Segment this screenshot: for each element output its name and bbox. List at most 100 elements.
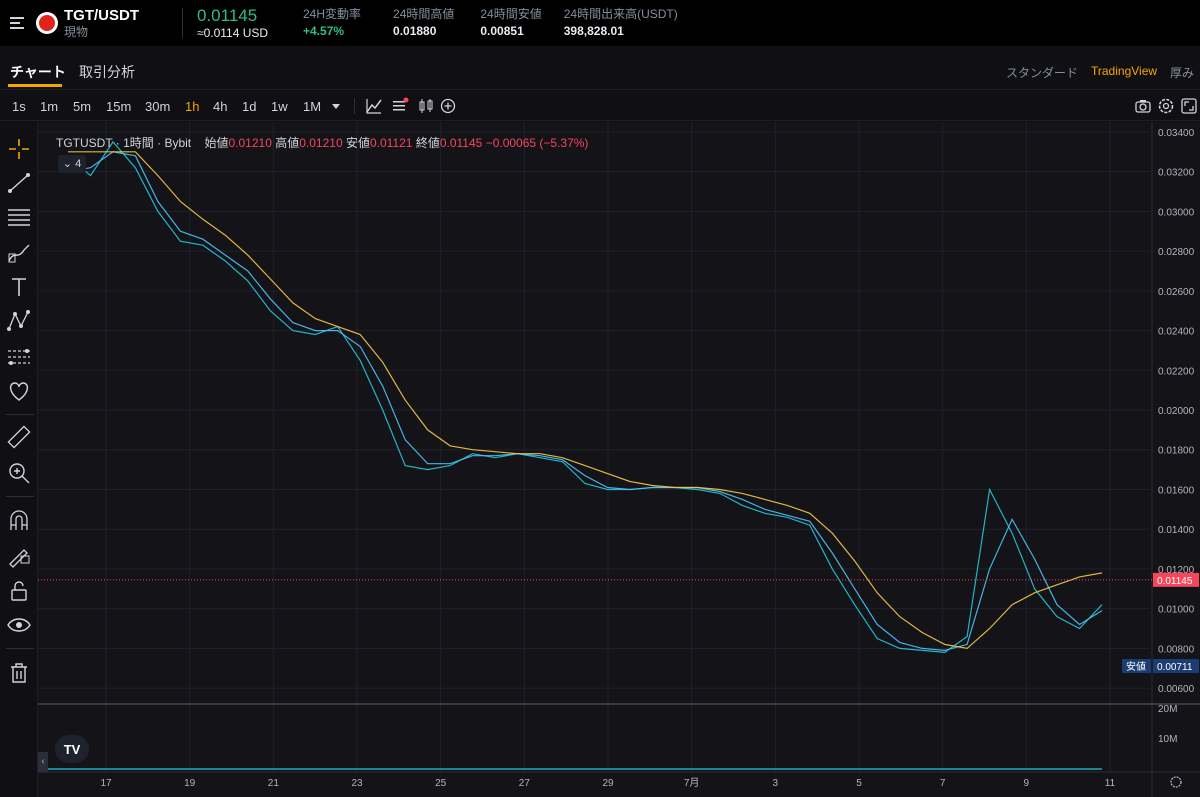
legend-high-label: 高値 (275, 136, 300, 150)
unlock-icon[interactable] (6, 578, 32, 604)
drawing-toolbar (0, 122, 38, 797)
magnet-icon[interactable] (6, 508, 32, 534)
price-tick-label: 0.00600 (1158, 684, 1195, 695)
interval-1m[interactable]: 1m (40, 99, 59, 114)
time-tick-label: 25 (435, 778, 447, 789)
price-tick-label: 0.01600 (1158, 485, 1195, 496)
interval-1d[interactable]: 1d (242, 99, 257, 114)
last-price-label: 0.01145 (1157, 576, 1193, 587)
trendline-icon[interactable] (6, 170, 32, 196)
trash-icon[interactable] (6, 660, 32, 686)
volume-tick-label: 10M (1158, 734, 1177, 745)
menu-icon[interactable] (0, 0, 36, 46)
pair-selector[interactable]: TGT/USDT 現物 (64, 7, 182, 40)
price-tick-label: 0.02200 (1158, 366, 1195, 377)
time-tick-label: 7月 (684, 777, 700, 789)
prediction-icon[interactable] (6, 344, 32, 370)
tradingview-logo: TV (55, 735, 89, 763)
time-tick-label: 3 (773, 778, 779, 789)
time-tick-label: 17 (100, 778, 112, 789)
tab-analysis[interactable]: 取引分析 (79, 64, 135, 80)
legend-collapse-button[interactable]: ⌄ 4 (58, 155, 86, 173)
interval-30m[interactable]: 30m (145, 99, 171, 114)
scroll-left-button[interactable]: ‹ (38, 752, 48, 772)
time-tick-label: 19 (184, 778, 196, 789)
last-price: 0.01145 (197, 5, 258, 25)
price-tick-label: 0.03400 (1158, 128, 1195, 139)
tab-underline (8, 84, 62, 87)
interval-1M[interactable]: 1M (303, 99, 322, 114)
price-tick-label: 0.03200 (1158, 168, 1195, 179)
price-tick-label: 0.01000 (1158, 605, 1195, 616)
price-tick-label: 0.00800 (1158, 644, 1195, 655)
market-type: 現物 (64, 24, 89, 39)
stat-value: 0.00851 (480, 24, 524, 38)
template-icon[interactable] (391, 97, 409, 115)
stat-label: 24時間出来高(USDT) (563, 7, 678, 21)
pair-name: TGT/USDT (64, 6, 139, 24)
legend-close-label: 終値 (415, 136, 440, 150)
ticker-bar: TGT/USDT 現物 0.01145 ≈0.0114 USD 24H変動率 +… (0, 0, 1200, 46)
legend-open: 0.01210 (228, 136, 272, 150)
stat-label: 24時間安値 (480, 7, 542, 21)
stat-label: 24時間高値 (393, 7, 455, 21)
legend-high: 0.01210 (299, 136, 343, 150)
low-price-tag (1153, 659, 1199, 674)
add-icon[interactable] (439, 97, 457, 115)
legend-open-label: 始値 (204, 136, 229, 150)
view-depth[interactable]: 厚み (1170, 66, 1195, 80)
heart-icon[interactable] (6, 378, 32, 404)
pattern-icon[interactable] (6, 308, 32, 334)
price-tick-label: 0.02000 (1158, 406, 1195, 417)
chart-background (38, 122, 1200, 797)
interval-15m[interactable]: 15m (106, 99, 132, 114)
chevron-down-icon[interactable] (327, 97, 345, 115)
series-line-2 (68, 151, 1103, 650)
time-tick-label: 27 (519, 778, 531, 789)
interval-1s[interactable]: 1s (12, 99, 26, 114)
interval-4h[interactable]: 4h (213, 99, 228, 114)
fullscreen-icon[interactable] (1180, 97, 1198, 115)
legend-symbol: TGTUSDT · 1時間 · Bybit (56, 136, 192, 150)
fib-lines-icon[interactable] (6, 204, 32, 230)
ruler-icon[interactable] (6, 424, 32, 450)
stat-label: 24H変動率 (303, 7, 362, 21)
price-block: 0.01145 ≈0.0114 USD (197, 6, 293, 41)
tab-chart[interactable]: チャート (10, 64, 66, 80)
tabs-row: チャート 取引分析 スタンダード TradingView 厚み (0, 46, 1200, 90)
view-tradingview[interactable]: TradingView (1091, 64, 1158, 78)
low-price-label: 0.00711 (1157, 662, 1193, 673)
brush-icon[interactable] (6, 240, 32, 266)
view-standard[interactable]: スタンダード (1006, 66, 1079, 80)
series-line-1 (67, 151, 1103, 652)
time-tick-label: 23 (351, 778, 363, 789)
price-chart[interactable]: 0.03400 0.03200 0.03000 0.02800 0.02600 0.024… (38, 122, 1200, 797)
volume-tick-label: 20M (1158, 704, 1177, 715)
coin-logo-icon (36, 12, 58, 34)
interval-1h[interactable]: 1h (185, 99, 200, 114)
indicator-icon[interactable] (365, 97, 383, 115)
text-icon[interactable] (6, 274, 32, 300)
settings-icon[interactable] (1157, 97, 1175, 115)
time-axis-settings-icon (1170, 776, 1182, 788)
legend-low-label: 安値 (345, 136, 370, 150)
eye-icon[interactable] (6, 612, 32, 638)
legend-low: 0.01121 (369, 136, 413, 150)
indicator-count: 4 (75, 158, 82, 170)
stat-high: 24時間高値 0.01880 (393, 6, 454, 40)
stat-low: 24時間安値 0.00851 (480, 6, 541, 40)
candle-type-icon[interactable] (417, 97, 435, 115)
zoom-icon[interactable] (6, 460, 32, 486)
price-tick-label: 0.03000 (1158, 207, 1195, 218)
camera-icon[interactable] (1134, 97, 1152, 115)
interval-toolbar: 1s 1m 5m 15m 30m 1h 4h 1d 1w 1M (0, 91, 1200, 121)
crosshair-icon[interactable] (6, 136, 32, 162)
interval-1w[interactable]: 1w (271, 99, 288, 114)
interval-5m[interactable]: 5m (73, 99, 92, 114)
time-tick-label: 29 (602, 778, 614, 789)
lock-drawing-icon[interactable] (6, 542, 32, 568)
price-tick-label: 0.01200 (1158, 565, 1195, 576)
time-tick-label: 7 (940, 778, 946, 789)
price-tick-label: 0.01400 (1158, 525, 1195, 536)
series-line-0 (67, 140, 1103, 654)
